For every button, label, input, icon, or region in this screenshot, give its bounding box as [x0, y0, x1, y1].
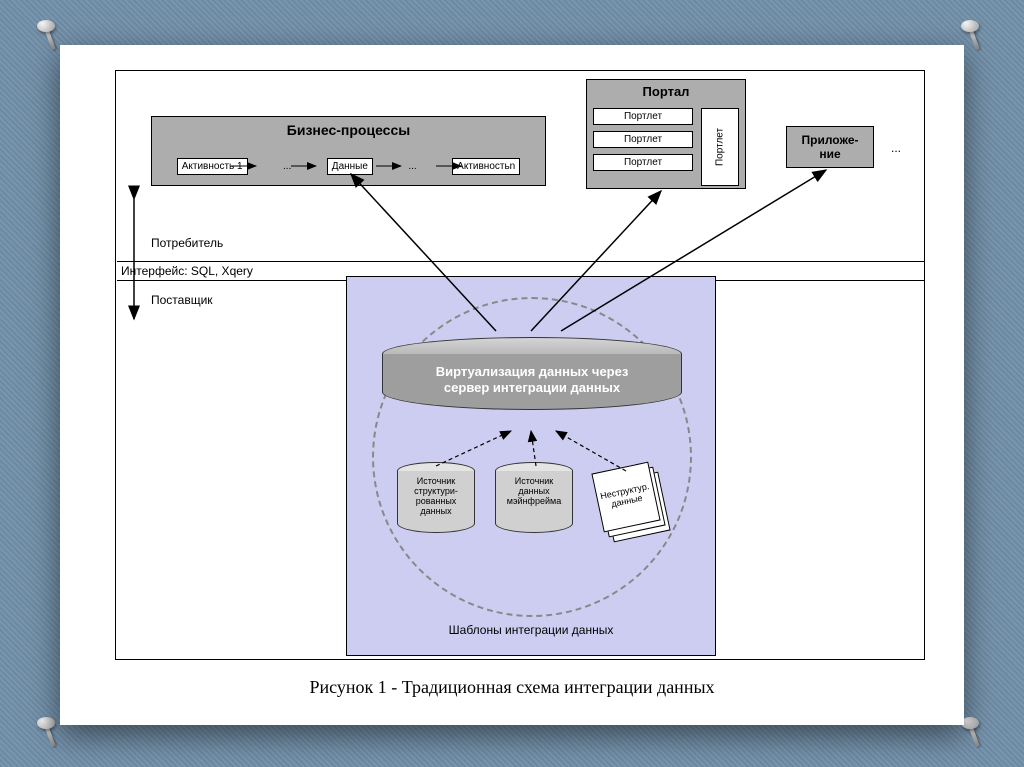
provider-label: Поставщик: [151, 293, 213, 307]
portal-title: Портал: [587, 80, 745, 103]
virtualization-disk: Виртуализация данных через сервер интегр…: [382, 337, 682, 410]
virtualization-text: Виртуализация данных через сервер интегр…: [436, 364, 629, 395]
mainframe-source-label: Источник данных мэйнфрейма: [507, 476, 561, 506]
interface-text: Интерфейс: SQL, Xqery: [121, 264, 253, 278]
virtualization-panel: Виртуализация данных через сервер интегр…: [346, 276, 716, 656]
bp-activity-n: Активностьn: [452, 158, 520, 175]
bp-dots-1: ...: [283, 161, 291, 172]
bp-flow: Активность 1 ... Данные ... Активностьn: [152, 151, 545, 181]
bp-activity-1: Активность 1: [177, 158, 248, 175]
portlet-2: Портлет: [593, 131, 693, 148]
bp-data-box: Данные: [327, 158, 373, 175]
slide: Бизнес-процессы Активность 1 ... Данные …: [60, 45, 964, 725]
consumer-label: Потребитель: [151, 236, 223, 250]
diagram-frame: Бизнес-процессы Активность 1 ... Данные …: [115, 70, 925, 660]
business-processes-box: Бизнес-процессы Активность 1 ... Данные …: [151, 116, 546, 186]
unstructured-docs: Неструктур. данные: [597, 467, 667, 539]
portlet-1: Портлет: [593, 108, 693, 125]
mainframe-source-disk: Источник данных мэйнфрейма: [495, 462, 573, 533]
structured-source-disk: Источник структури- рованных данных: [397, 462, 475, 533]
unstructured-label: Неструктур. данные: [600, 482, 653, 512]
after-app-dots: ...: [891, 141, 901, 155]
application-box: Приложе- ние: [786, 126, 874, 168]
portlet-side: Портлет: [701, 108, 739, 186]
portlet-column: Портлет Портлет Портлет: [593, 108, 693, 177]
application-label: Приложе- ние: [802, 133, 859, 161]
figure-caption: Рисунок 1 - Традиционная схема интеграци…: [60, 677, 964, 698]
structured-source-label: Источник структури- рованных данных: [414, 476, 458, 516]
portal-box: Портал Портлет Портлет Портлет Портлет: [586, 79, 746, 189]
bp-dots-2: ...: [408, 161, 416, 172]
templates-label: Шаблоны интеграции данных: [347, 623, 715, 637]
business-processes-title: Бизнес-процессы: [152, 117, 545, 138]
portlet-3: Портлет: [593, 154, 693, 171]
